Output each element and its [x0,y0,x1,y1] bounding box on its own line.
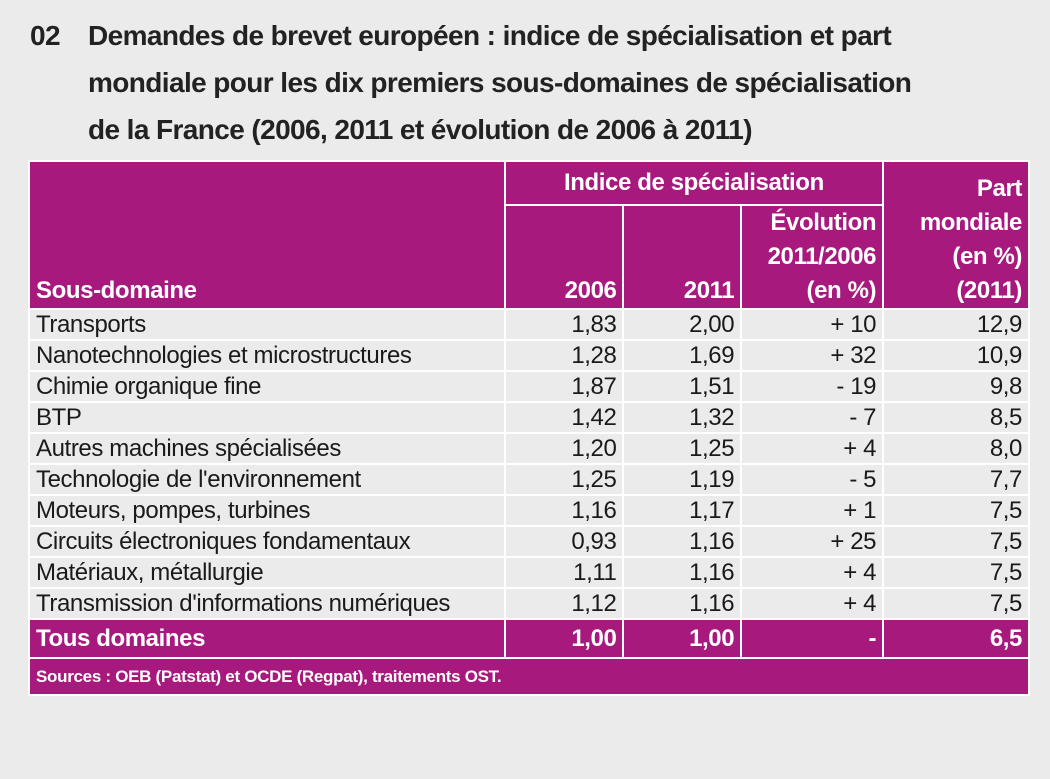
title-line: mondiale pour les dix premiers sous-doma… [88,67,912,98]
total-evolution: - [740,618,885,659]
total-name: Tous domaines [28,618,506,659]
table-row: Transports 1,83 2,00 + 10 12,9 [28,308,1030,341]
total-row: Tous domaines 1,00 1,00 - 6,5 [28,618,1030,659]
row-evolution: + 4 [740,587,885,620]
row-part: 9,8 [882,370,1030,403]
header-part-line: Part [976,175,1022,202]
row-evolution: + 4 [740,556,885,589]
header-evolution-line: Évolution [770,209,877,236]
row-part: 7,5 [882,525,1030,558]
row-2011: 1,16 [622,556,743,589]
row-name: Matériaux, métallurgie [28,556,506,589]
row-2011: 1,32 [622,401,743,434]
header-evolution-line: (en %) [806,277,877,304]
header-2011: 2011 [622,204,743,310]
table-row: Nanotechnologies et microstructures 1,28 1… [28,339,1030,372]
header-2006: 2006 [503,204,625,310]
row-2006: 1,87 [503,370,625,403]
header-evolution: Évolution 2011/2006 (en %) [740,204,885,310]
row-2006: 1,20 [503,432,625,465]
header-evolution-line: 2011/2006 [767,243,877,270]
row-2006: 1,11 [503,556,625,589]
row-name: Technologie de l'environnement [28,463,506,496]
total-2011: 1,00 [622,618,743,659]
row-2011: 1,51 [622,370,743,403]
row-part: 7,5 [882,587,1030,620]
row-name: Chimie organique fine [28,370,506,403]
row-name: Autres machines spécialisées [28,432,506,465]
row-2011: 1,16 [622,525,743,558]
row-2006: 1,83 [503,308,625,341]
row-evolution: - 19 [740,370,885,403]
row-2006: 1,12 [503,587,625,620]
row-2006: 1,16 [503,494,625,527]
row-part: 7,5 [882,494,1030,527]
row-2011: 2,00 [622,308,743,341]
total-part: 6,5 [882,618,1030,659]
header-part-line: (2011) [956,277,1022,304]
table-row: Transmission d'informations numériques 1,… [28,587,1030,620]
row-part: 8,5 [882,401,1030,434]
title-line: Demandes de brevet européen : indice de … [88,20,892,51]
title-line: de la France (2006, 2011 et évolution de… [88,114,753,145]
header-part: Part mondiale (en %) (2011) [882,160,1030,310]
row-name: Moteurs, pompes, turbines [28,494,506,527]
row-2006: 1,42 [503,401,625,434]
row-name: Transports [28,308,506,341]
row-evolution: + 4 [740,432,885,465]
table-row: Chimie organique fine 1,87 1,51- 19 9,8 [28,370,1030,403]
row-evolution: + 1 [740,494,885,527]
table-row: Circuits électroniques fondamentaux 0,93 1… [28,525,1030,558]
figure-number: 02 [30,20,61,51]
table-row: BTP 1,42 1,32- 7 8,5 [28,401,1030,434]
row-2011: 1,16 [622,587,743,620]
row-part: 7,7 [882,463,1030,496]
header-part-line: mondiale [919,209,1023,236]
row-name: BTP [28,401,506,434]
row-evolution: + 10 [740,308,885,341]
header-indice-group: Indice de spécialisation [503,160,885,206]
data-table: Sous-domaine Indice de spécialisation Pa… [28,160,1030,696]
row-part: 12,9 [882,308,1030,341]
row-name: Transmission d'informations numériques [28,587,506,620]
row-part: 10,9 [882,339,1030,372]
row-2011: 1,25 [622,432,743,465]
header-sous-domaine: Sous-domaine [28,160,506,310]
row-evolution: - 7 [740,401,885,434]
row-2011: 1,69 [622,339,743,372]
row-evolution: + 25 [740,525,885,558]
row-2006: 0,93 [503,525,625,558]
row-evolution: + 32 [740,339,885,372]
table-row: Technologie de l'environnement 1,25 1,19- … [28,463,1030,496]
row-2006: 1,25 [503,463,625,496]
row-name: Nanotechnologies et microstructures [28,339,506,372]
row-name: Circuits électroniques fondamentaux [28,525,506,558]
row-2011: 1,17 [622,494,743,527]
row-part: 8,0 [882,432,1030,465]
row-2011: 1,19 [622,463,743,496]
total-2006: 1,00 [503,618,625,659]
table-row: Moteurs, pompes, turbines 1,16 1,17 + 1 7,5 [28,494,1030,527]
table-row: Matériaux, métallurgie 1,11 1,16 + 4 7,5 [28,556,1030,589]
sources-note: Sources : OEB (Patstat) et OCDE (Regpat)… [28,657,1030,696]
header-part-line: (en %) [952,243,1022,270]
row-evolution: - 5 [740,463,885,496]
row-2006: 1,28 [503,339,625,372]
row-part: 7,5 [882,556,1030,589]
